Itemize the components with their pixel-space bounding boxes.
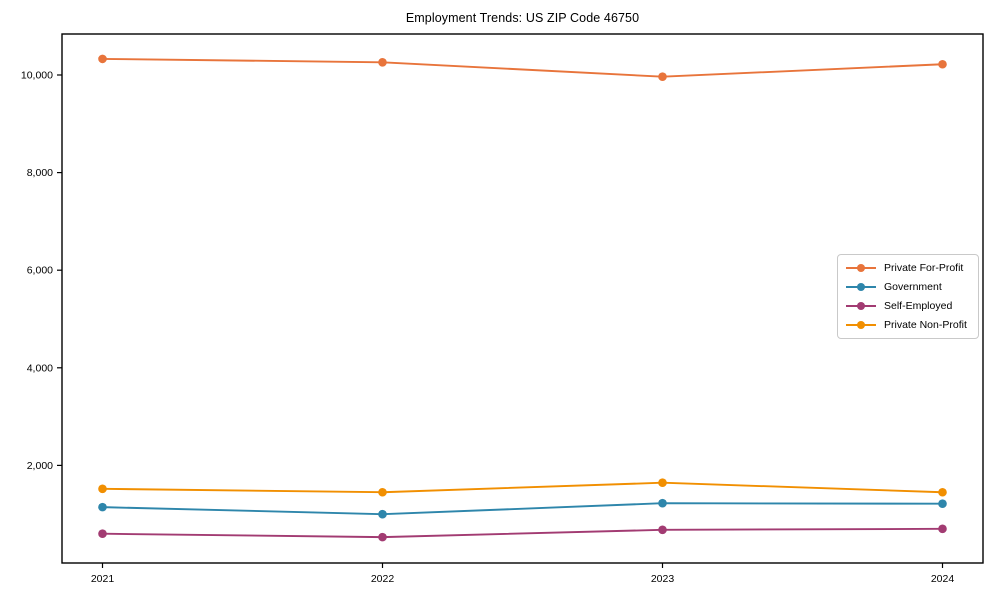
y-axis-tick-label: 8,000 — [27, 167, 53, 179]
legend-marker-icon — [846, 321, 876, 330]
legend-item-private-non-profit: Private Non-Profit — [846, 319, 970, 331]
x-axis-tick-label: 2024 — [931, 573, 955, 585]
data-point-private-non-profit-2021 — [98, 484, 107, 494]
data-point-government-2022 — [378, 509, 387, 519]
legend-label: Private For-Profit — [884, 261, 964, 274]
y-axis-tick-label: 10,000 — [21, 69, 53, 81]
data-point-government-2021 — [98, 502, 107, 512]
data-point-government-2024 — [938, 499, 947, 509]
legend-item-private-for-profit: Private For-Profit — [846, 262, 970, 274]
legend-label: Government — [884, 280, 942, 293]
data-point-private-non-profit-2022 — [378, 487, 387, 497]
data-point-private-for-profit-2023 — [658, 72, 667, 82]
data-point-private-for-profit-2021 — [98, 54, 107, 64]
data-point-self-employed-2021 — [98, 529, 107, 539]
data-point-private-for-profit-2024 — [938, 59, 947, 69]
chart-title: Employment Trends: US ZIP Code 46750 — [405, 11, 640, 25]
y-axis-tick-label: 6,000 — [27, 265, 53, 277]
series-line-government — [102, 502, 943, 516]
data-point-self-employed-2023 — [658, 525, 667, 535]
data-point-self-employed-2022 — [378, 532, 387, 542]
legend-item-self-employed: Self-Employed — [846, 300, 970, 312]
y-axis-tick-label: 2,000 — [27, 460, 53, 472]
legend-label: Self-Employed — [884, 300, 953, 313]
legend-label: Private Non-Profit — [884, 319, 967, 332]
y-axis-tick-label: 4,000 — [27, 362, 53, 374]
series-line-self-employed — [102, 527, 943, 539]
series-line-private-for-profit — [102, 57, 943, 78]
legend-marker-icon — [846, 302, 876, 311]
data-point-private-non-profit-2024 — [938, 487, 947, 497]
axes-box — [61, 33, 984, 564]
x-axis-tick-label: 2022 — [371, 573, 395, 585]
x-axis-tick-label: 2023 — [651, 573, 675, 585]
legend-marker-icon — [846, 263, 876, 272]
data-point-self-employed-2024 — [938, 524, 947, 534]
x-axis-tick-label: 2021 — [91, 573, 115, 585]
legend-marker-icon — [846, 282, 876, 291]
data-point-private-for-profit-2022 — [378, 58, 387, 67]
data-point-private-non-profit-2023 — [658, 478, 667, 488]
series-line-private-non-profit — [102, 481, 943, 494]
legend-item-government: Government — [846, 281, 970, 293]
data-point-government-2023 — [658, 498, 667, 508]
legend: Private For-Profit Government Self-Employe… — [837, 254, 979, 339]
